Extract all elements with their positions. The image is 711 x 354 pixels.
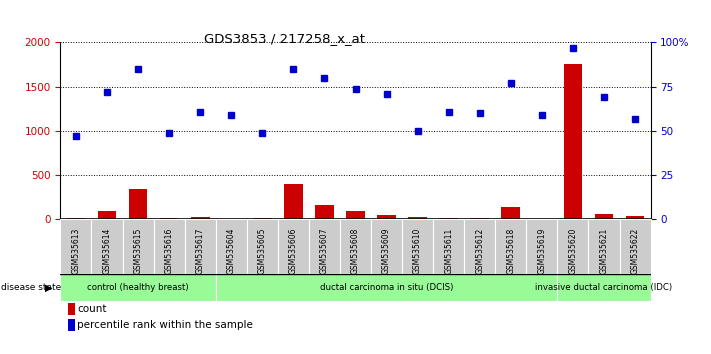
Bar	[471, 218, 489, 219]
Bar	[371, 219, 402, 274]
Bar	[340, 219, 371, 274]
Bar	[378, 215, 396, 219]
Bar	[160, 218, 178, 219]
Bar	[284, 184, 303, 219]
Bar	[626, 216, 644, 219]
Text: ▶: ▶	[45, 282, 53, 293]
Text: GSM535621: GSM535621	[599, 228, 609, 274]
Bar	[215, 274, 557, 301]
Bar	[253, 218, 272, 219]
Text: GSM535610: GSM535610	[413, 228, 422, 274]
Text: GSM535611: GSM535611	[444, 228, 453, 274]
Bar	[346, 211, 365, 219]
Bar	[557, 219, 589, 274]
Text: control (healthy breast): control (healthy breast)	[87, 283, 189, 292]
Bar	[154, 219, 185, 274]
Text: GDS3853 / 217258_x_at: GDS3853 / 217258_x_at	[204, 32, 365, 45]
Bar	[60, 219, 92, 274]
Bar	[97, 211, 117, 219]
Text: GSM535613: GSM535613	[72, 228, 80, 274]
Bar	[129, 189, 147, 219]
Text: GSM535622: GSM535622	[631, 228, 639, 274]
Bar	[501, 207, 520, 219]
Bar	[68, 303, 75, 315]
Bar	[191, 217, 210, 219]
Bar	[222, 218, 240, 219]
Text: GSM535620: GSM535620	[568, 228, 577, 274]
Bar	[557, 274, 651, 301]
Bar	[464, 219, 496, 274]
Text: GSM535616: GSM535616	[165, 228, 173, 274]
Bar	[533, 218, 551, 219]
Text: GSM535614: GSM535614	[102, 228, 112, 274]
Text: GSM535612: GSM535612	[475, 228, 484, 274]
Bar	[439, 218, 458, 219]
Bar	[92, 219, 122, 274]
Bar	[408, 217, 427, 219]
Bar	[67, 218, 85, 219]
Text: GSM535607: GSM535607	[320, 228, 329, 274]
Bar	[278, 219, 309, 274]
Bar	[60, 274, 215, 301]
Bar	[594, 214, 614, 219]
Bar	[619, 219, 651, 274]
Bar	[122, 219, 154, 274]
Bar	[185, 219, 215, 274]
Text: GSM535609: GSM535609	[382, 228, 391, 274]
Text: GSM535618: GSM535618	[506, 228, 515, 274]
Bar	[564, 64, 582, 219]
Bar	[68, 319, 75, 331]
Text: GSM535608: GSM535608	[351, 228, 360, 274]
Bar	[315, 205, 333, 219]
Text: percentile rank within the sample: percentile rank within the sample	[77, 320, 253, 330]
Bar	[215, 219, 247, 274]
Bar	[247, 219, 278, 274]
Text: GSM535605: GSM535605	[258, 228, 267, 274]
Bar	[496, 219, 526, 274]
Text: GSM535617: GSM535617	[196, 228, 205, 274]
Bar	[309, 219, 340, 274]
Text: disease state: disease state	[1, 283, 61, 292]
Text: ductal carcinoma in situ (DCIS): ductal carcinoma in situ (DCIS)	[320, 283, 453, 292]
Text: GSM535615: GSM535615	[134, 228, 143, 274]
Bar	[526, 219, 557, 274]
Bar	[402, 219, 433, 274]
Text: GSM535619: GSM535619	[538, 228, 546, 274]
Text: invasive ductal carcinoma (IDC): invasive ductal carcinoma (IDC)	[535, 283, 673, 292]
Text: count: count	[77, 304, 107, 314]
Text: GSM535604: GSM535604	[227, 228, 236, 274]
Bar	[589, 219, 619, 274]
Bar	[433, 219, 464, 274]
Text: GSM535606: GSM535606	[289, 228, 298, 274]
